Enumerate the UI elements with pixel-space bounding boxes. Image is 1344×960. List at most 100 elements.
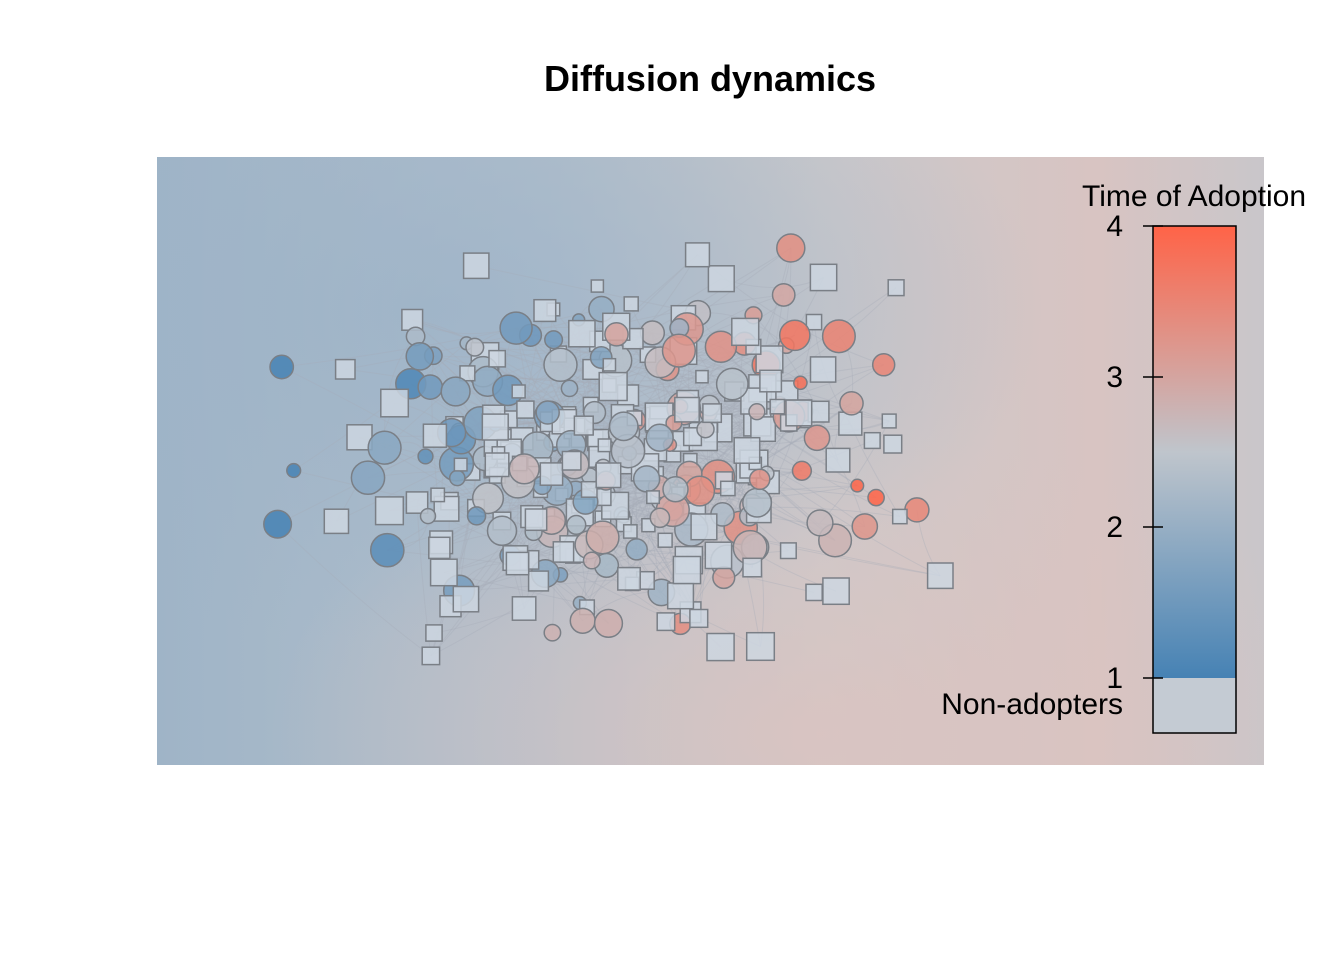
non-adopter-node xyxy=(672,555,702,585)
non-adopter-node xyxy=(561,450,582,471)
adopter-node xyxy=(417,448,434,465)
adopter-node xyxy=(839,390,864,416)
adopter-node xyxy=(465,337,485,357)
non-adopter-node xyxy=(707,265,735,293)
adopter-node xyxy=(569,607,596,634)
adopter-node xyxy=(544,330,564,350)
non-adopter-node xyxy=(926,562,954,590)
adopter-node xyxy=(850,478,865,493)
adopter-node xyxy=(448,469,466,487)
legend-non-adopter-swatch xyxy=(1153,678,1236,733)
adopter-node xyxy=(661,333,697,368)
adopter-node xyxy=(417,374,444,400)
legend-tick-4: 4 xyxy=(1106,210,1123,243)
non-adopter-node xyxy=(430,487,446,503)
adopter-node xyxy=(776,233,806,263)
non-adopter-node xyxy=(805,583,823,602)
non-adopter-node xyxy=(374,496,405,526)
non-adopter-node xyxy=(452,585,480,613)
adopter-node xyxy=(821,319,856,354)
legend-tick-1: 1 xyxy=(1106,662,1123,695)
non-adopter-node xyxy=(516,400,535,419)
non-adopter-node xyxy=(656,612,676,632)
adopter-node xyxy=(771,282,796,307)
non-adopter-node xyxy=(598,371,628,402)
adopter-node xyxy=(535,400,560,425)
network-edge xyxy=(603,485,858,501)
legend-frame xyxy=(1152,225,1237,734)
adopter-node xyxy=(803,424,831,452)
non-adopter-node xyxy=(785,399,813,427)
non-adopter-node xyxy=(602,357,617,372)
non-adopter-node xyxy=(719,480,736,497)
legend-tick-2: 2 xyxy=(1106,511,1123,544)
non-adopter-node xyxy=(524,508,548,532)
adopter-node xyxy=(867,488,885,507)
adopter-node xyxy=(369,532,405,568)
network-nodes xyxy=(263,233,954,666)
adopter-node xyxy=(851,513,879,540)
adopter-node xyxy=(582,551,601,570)
non-adopter-node xyxy=(462,252,490,280)
adopter-node xyxy=(367,430,402,465)
adopter-node xyxy=(350,460,386,496)
adopter-node xyxy=(871,353,896,377)
non-adopter-node xyxy=(733,436,761,464)
non-adopter-node xyxy=(863,431,881,450)
non-adopter-node xyxy=(690,513,718,541)
non-adopter-node xyxy=(695,369,709,384)
non-adopter-node xyxy=(617,566,641,591)
adopter-node xyxy=(560,379,579,398)
non-adopter-node xyxy=(429,558,458,587)
adopter-node xyxy=(649,507,671,529)
adopter-node xyxy=(466,506,487,526)
non-adopter-node xyxy=(590,279,605,293)
non-adopter-node xyxy=(891,508,908,525)
adopter-node xyxy=(704,330,738,364)
adopter-node xyxy=(748,468,771,491)
adopter-node xyxy=(632,465,661,493)
adopter-node xyxy=(499,311,533,345)
non-adopter-node xyxy=(838,411,863,436)
adopter-node xyxy=(440,376,471,407)
adopter-node xyxy=(806,509,834,537)
adopter-node xyxy=(471,482,505,515)
adopter-node xyxy=(486,515,518,547)
non-adopter-node xyxy=(674,396,700,423)
non-adopter-node xyxy=(511,596,537,621)
chart-title: Diffusion dynamics xyxy=(543,58,877,99)
adopter-node xyxy=(608,411,639,442)
non-adopter-node xyxy=(539,462,564,486)
adopter-node xyxy=(778,319,811,352)
adopter-node xyxy=(742,487,773,518)
adopter-node xyxy=(585,520,620,555)
non-adopter-node xyxy=(505,551,530,576)
adopter-node xyxy=(684,475,716,507)
non-adopter-node xyxy=(552,541,575,563)
adopter-node xyxy=(543,623,562,642)
non-adopter-node xyxy=(405,491,429,514)
non-adopter-node xyxy=(511,384,526,399)
non-adopter-node xyxy=(597,438,612,453)
adopter-node xyxy=(715,367,749,401)
non-adopter-node xyxy=(657,532,673,548)
non-adopter-node xyxy=(580,480,598,498)
non-adopter-node xyxy=(527,570,550,592)
non-adopter-node xyxy=(881,413,897,429)
non-adopter-node xyxy=(428,536,451,560)
adopter-node xyxy=(662,475,689,503)
legend-non-adopters-label: Non-adopters xyxy=(941,688,1123,721)
non-adopter-node xyxy=(666,582,695,610)
non-adopter-node xyxy=(459,365,476,382)
non-adopter-node xyxy=(323,508,350,535)
non-adopter-node xyxy=(646,490,661,505)
non-adopter-node xyxy=(769,398,786,415)
adopter-node xyxy=(645,423,674,452)
non-adopter-node xyxy=(689,608,709,629)
non-adopter-node xyxy=(702,403,723,424)
non-adopter-node xyxy=(380,388,410,418)
adopter-node xyxy=(791,460,813,481)
non-adopter-node xyxy=(731,317,760,347)
non-adopter-node xyxy=(887,279,905,297)
